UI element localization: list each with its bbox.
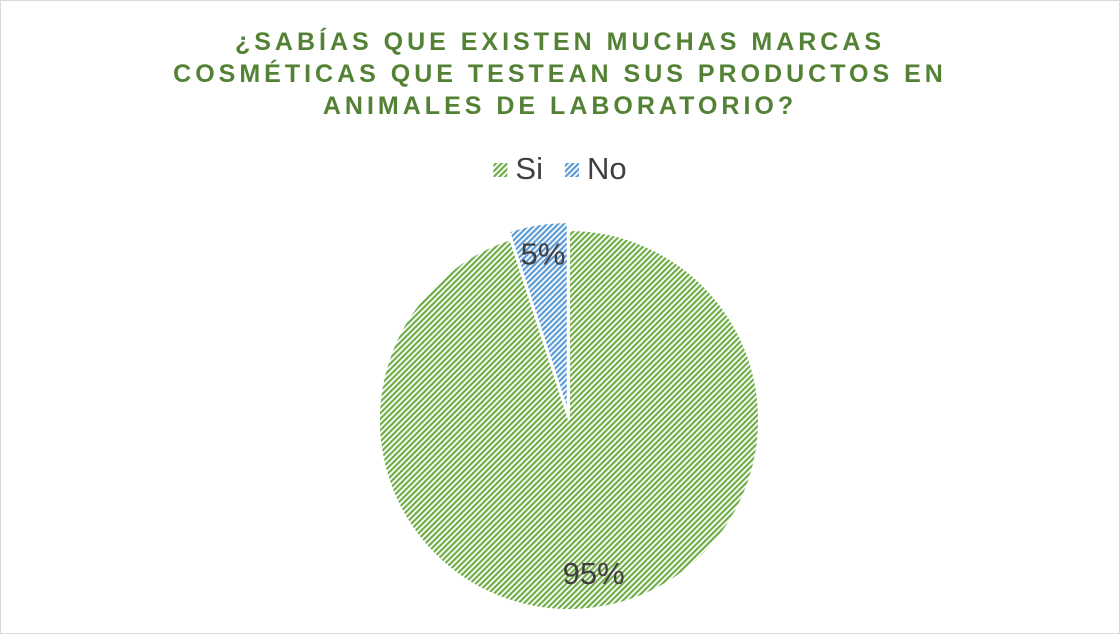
legend-swatch xyxy=(564,163,579,177)
pie-slice xyxy=(378,228,760,611)
legend-label: Si xyxy=(515,151,543,186)
legend-item: No xyxy=(564,151,627,186)
chart-title: ¿SABÍAS QUE EXISTEN MUCHAS MARCAS COSMÉT… xyxy=(173,28,947,120)
pie-slice xyxy=(507,221,569,413)
legend-item: Si xyxy=(493,151,543,186)
legend-swatch xyxy=(493,163,508,177)
data-label: 5% xyxy=(521,237,566,272)
legend-label: No xyxy=(587,151,627,186)
data-label: 95% xyxy=(563,556,625,591)
